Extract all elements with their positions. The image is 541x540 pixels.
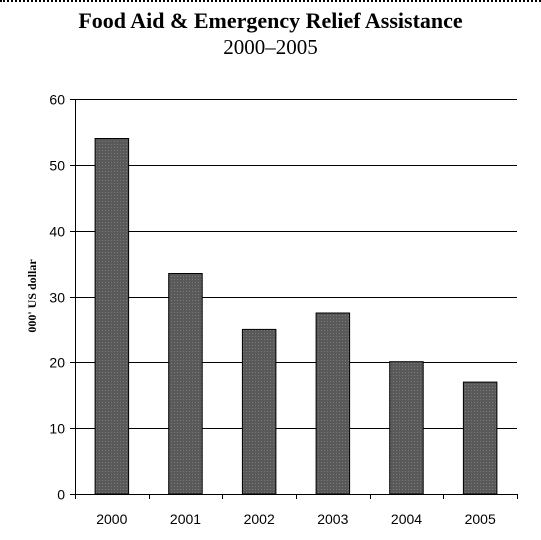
y-tick-label-10: 10: [49, 421, 65, 437]
axes: [70, 99, 518, 499]
y-axis-label: 000' US dollar: [25, 259, 39, 333]
bar-2001: [168, 273, 203, 495]
bars: [94, 138, 498, 495]
bar-2002: [241, 328, 277, 495]
top-dotted-rule: [0, 0, 541, 2]
x-tick-label-2005: 2005: [465, 511, 496, 527]
bar-2005: [462, 381, 498, 495]
y-tick-label-20: 20: [49, 355, 65, 371]
x-tick-label-2001: 2001: [170, 511, 201, 527]
x-tick-label-2004: 2004: [391, 511, 422, 527]
y-tick-label-40: 40: [49, 224, 65, 240]
y-tick-label-50: 50: [49, 158, 65, 174]
y-tick-label-30: 30: [49, 290, 65, 306]
bar-2003: [315, 312, 351, 495]
chart-subtitle: 2000–2005: [223, 35, 318, 59]
bar-2004: [389, 361, 424, 495]
grid-lines: [75, 99, 517, 429]
y-tick-label-60: 60: [49, 92, 65, 108]
bar-2000: [94, 138, 130, 495]
chart-title: Food Aid & Emergency Relief Assistance: [78, 8, 463, 33]
x-tick-labels: 2000 2001 2002 2003 2004 2005: [96, 511, 496, 527]
y-tick-label-0: 0: [57, 487, 65, 503]
x-tick-label-2000: 2000: [96, 511, 127, 527]
x-tick-label-2003: 2003: [317, 511, 348, 527]
y-tick-labels: 0 10 20 30 40 50 60: [49, 92, 65, 503]
x-tick-label-2002: 2002: [244, 511, 275, 527]
